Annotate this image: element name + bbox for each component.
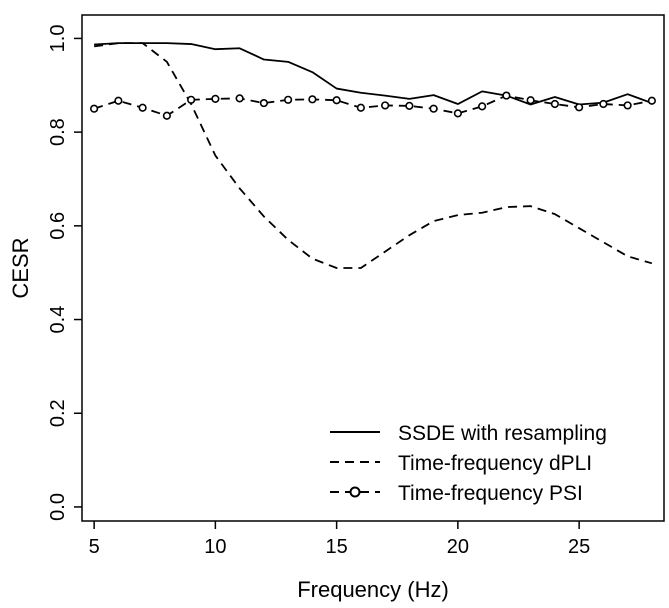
legend-label-dpli: Time-frequency dPLI	[398, 452, 592, 475]
y-tick-label: 0.2	[47, 399, 69, 427]
series-point-3	[162, 111, 171, 120]
series-point-3	[332, 96, 341, 105]
series-point-3	[599, 99, 608, 109]
series-point-3	[381, 101, 390, 110]
x-tick-label: 20	[447, 536, 469, 558]
series-point-3	[90, 104, 99, 113]
series-point-3	[623, 101, 632, 110]
y-tick-label: 1.0	[47, 25, 69, 53]
series-point-3	[647, 96, 656, 105]
series-point-3	[114, 96, 123, 105]
legend-marker-psi	[349, 486, 361, 498]
series-line-1	[94, 42, 653, 106]
series-point-3	[356, 103, 365, 112]
x-axis-title: Frequency (Hz)	[297, 577, 449, 602]
series-point-3	[284, 95, 293, 104]
legend-label-psi: Time-frequency PSI	[398, 482, 583, 505]
series-point-3	[138, 103, 147, 112]
x-axis: 5 10 15 20 25	[89, 521, 590, 558]
series-point-3	[550, 99, 559, 109]
series-point-3	[187, 95, 196, 104]
series-point-3	[308, 95, 317, 104]
x-tick-label: 5	[89, 536, 100, 558]
series-point-3	[235, 94, 244, 103]
y-axis: 0.0 0.2 0.4 0.6 0.8 1.0	[47, 25, 82, 521]
series-point-3	[259, 98, 268, 108]
plot-frame	[81, 14, 665, 522]
series-line-3	[93, 94, 653, 117]
series-point-3	[575, 103, 584, 112]
y-tick-label: 0.0	[47, 493, 69, 521]
series-point-3	[211, 94, 220, 103]
x-tick-label: 10	[204, 536, 226, 558]
y-tick-label: 0.4	[47, 306, 69, 334]
series-point-3	[526, 96, 535, 105]
y-tick-label: 0.6	[47, 212, 69, 240]
series-group	[90, 42, 656, 269]
legend: SSDE with resampling Time-frequency dPLI…	[330, 422, 607, 505]
series-point-3	[502, 91, 511, 100]
legend-label-ssde: SSDE with resampling	[398, 422, 607, 445]
x-tick-label: 15	[326, 536, 348, 558]
series-point-3	[429, 104, 438, 113]
y-tick-label: 0.8	[47, 118, 69, 146]
series-point-3	[453, 109, 462, 118]
y-axis-title: CESR	[8, 237, 33, 298]
series-line-2	[94, 42, 653, 269]
x-tick-label: 25	[568, 536, 590, 558]
series-point-3	[405, 101, 414, 110]
series-point-3	[478, 102, 487, 111]
